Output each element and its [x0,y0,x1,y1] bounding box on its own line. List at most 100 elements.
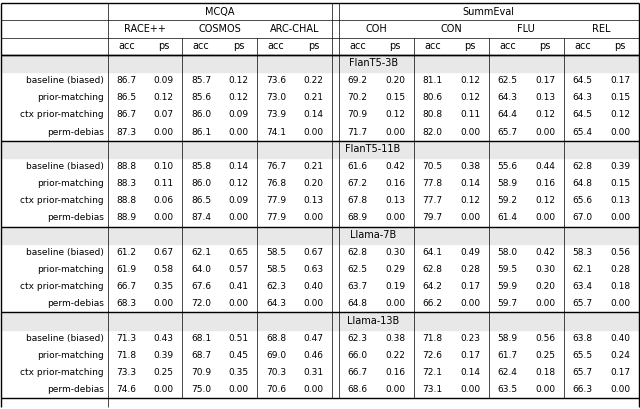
Text: 64.5: 64.5 [573,76,593,85]
Text: 71.3: 71.3 [116,334,136,343]
Text: 0.00: 0.00 [460,213,480,222]
Text: 73.9: 73.9 [266,110,286,119]
Text: 68.3: 68.3 [116,299,136,308]
Text: 0.07: 0.07 [154,110,174,119]
Text: COSMOS: COSMOS [198,24,241,34]
Text: 0.10: 0.10 [154,162,174,171]
Text: prior-matching: prior-matching [37,179,104,188]
Text: 65.7: 65.7 [497,128,518,137]
Text: 66.2: 66.2 [422,299,442,308]
Text: 0.30: 0.30 [385,248,405,257]
Text: 0.21: 0.21 [304,93,324,102]
Text: 0.00: 0.00 [460,299,480,308]
Text: 63.5: 63.5 [497,385,518,394]
Text: 69.2: 69.2 [348,76,367,85]
Text: 0.00: 0.00 [460,385,480,394]
Text: 0.31: 0.31 [303,368,324,377]
Text: 70.6: 70.6 [266,385,286,394]
Text: 81.1: 81.1 [422,76,443,85]
Bar [1,312,639,330]
Text: 0.19: 0.19 [385,282,405,291]
Text: 62.8: 62.8 [422,265,442,274]
Text: FlanT5-11B: FlanT5-11B [346,144,401,154]
Text: 64.3: 64.3 [266,299,286,308]
Text: 61.2: 61.2 [116,248,136,257]
Text: 58.9: 58.9 [497,179,518,188]
Text: 0.00: 0.00 [610,385,630,394]
Text: ps: ps [308,41,319,51]
Text: ps: ps [540,41,550,51]
Text: 0.18: 0.18 [535,368,555,377]
Text: 0.00: 0.00 [228,213,249,222]
Text: 55.6: 55.6 [497,162,518,171]
Text: 0.40: 0.40 [304,282,324,291]
Text: 0.11: 0.11 [460,110,480,119]
Text: 76.8: 76.8 [266,179,286,188]
Text: 0.39: 0.39 [610,162,630,171]
Text: 64.5: 64.5 [573,110,593,119]
Text: ARC-CHAL: ARC-CHAL [270,24,320,34]
Text: 0.17: 0.17 [460,351,480,360]
Text: 0.14: 0.14 [460,179,480,188]
Text: 88.9: 88.9 [116,213,136,222]
Text: 0.12: 0.12 [228,179,249,188]
Text: 62.1: 62.1 [573,265,593,274]
Text: 0.40: 0.40 [610,334,630,343]
Text: 67.6: 67.6 [191,282,211,291]
Text: 0.42: 0.42 [535,248,555,257]
Text: 0.12: 0.12 [535,110,555,119]
Text: 85.8: 85.8 [191,162,211,171]
Text: 0.20: 0.20 [535,282,555,291]
Text: 86.5: 86.5 [191,196,211,205]
Text: 59.2: 59.2 [497,196,518,205]
Text: 0.00: 0.00 [535,128,555,137]
Text: MCQA: MCQA [205,7,235,17]
Text: 0.28: 0.28 [460,265,480,274]
Text: 0.45: 0.45 [228,351,249,360]
Text: 75.0: 75.0 [191,385,211,394]
Text: 68.7: 68.7 [191,351,211,360]
Text: 64.4: 64.4 [497,110,518,119]
Text: 0.14: 0.14 [304,110,324,119]
Text: 0.35: 0.35 [228,368,249,377]
Text: 58.9: 58.9 [497,334,518,343]
Text: acc: acc [349,41,366,51]
Text: 0.14: 0.14 [460,368,480,377]
Text: 0.13: 0.13 [610,196,630,205]
Text: 0.13: 0.13 [303,196,324,205]
Text: 0.25: 0.25 [535,351,555,360]
Text: 86.7: 86.7 [116,110,136,119]
Text: 0.00: 0.00 [535,299,555,308]
Text: 66.7: 66.7 [116,282,136,291]
Text: 0.17: 0.17 [610,368,630,377]
Text: acc: acc [268,41,285,51]
Text: 0.00: 0.00 [460,128,480,137]
Text: ps: ps [233,41,244,51]
Text: 0.51: 0.51 [228,334,249,343]
Text: 0.23: 0.23 [460,334,480,343]
Text: COH: COH [365,24,387,34]
Text: 88.3: 88.3 [116,179,136,188]
Text: 65.7: 65.7 [572,368,593,377]
Bar [1,55,639,72]
Text: 88.8: 88.8 [116,162,136,171]
Text: 66.0: 66.0 [348,351,367,360]
Text: 0.46: 0.46 [304,351,324,360]
Text: 0.56: 0.56 [610,248,630,257]
Text: 0.12: 0.12 [385,110,405,119]
Text: 72.0: 72.0 [191,299,211,308]
Text: 0.57: 0.57 [228,265,249,274]
Text: 76.7: 76.7 [266,162,286,171]
Text: 0.67: 0.67 [154,248,174,257]
Text: 0.38: 0.38 [460,162,480,171]
Text: 73.6: 73.6 [266,76,286,85]
Text: 0.20: 0.20 [304,179,324,188]
Text: 67.2: 67.2 [348,179,367,188]
Text: Llama-13B: Llama-13B [347,316,399,326]
Text: 69.0: 69.0 [266,351,286,360]
Text: 74.1: 74.1 [266,128,286,137]
Text: 64.3: 64.3 [497,93,518,102]
Text: 0.65: 0.65 [228,248,249,257]
Text: 0.44: 0.44 [535,162,555,171]
Text: 62.1: 62.1 [191,248,211,257]
